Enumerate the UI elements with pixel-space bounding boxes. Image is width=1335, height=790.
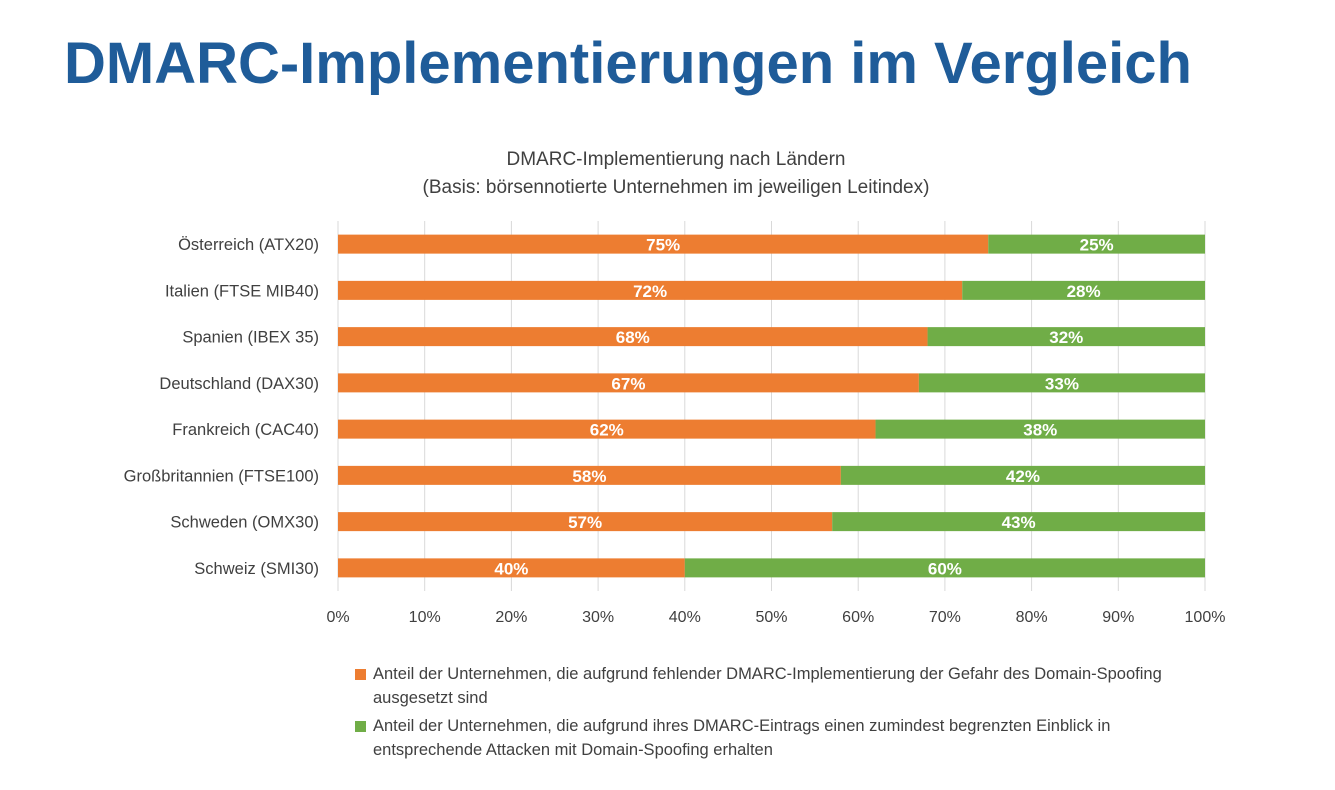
category-label: Spanien (IBEX 35) [182, 329, 319, 347]
category-label: Italien (FTSE MIB40) [165, 282, 319, 300]
data-label: 75% [646, 236, 680, 255]
data-label: 28% [1067, 282, 1101, 301]
x-tick-label: 50% [755, 609, 787, 626]
bar-segment-series-1 [338, 558, 685, 578]
category-labels: Österreich (ATX20) Italien (FTSE MIB40) Sp… [124, 236, 319, 578]
bar-segment-series-1 [338, 465, 841, 485]
bar-segment-series-2 [918, 373, 1205, 393]
bar-segment-series-1 [338, 327, 928, 347]
data-label: 60% [928, 559, 962, 578]
category-label: Großbritannien (FTSE100) [124, 467, 319, 485]
x-tick-label: 80% [1016, 609, 1048, 626]
category-label: Deutschland (DAX30) [159, 375, 319, 393]
bar-segment-series-2 [962, 280, 1205, 300]
data-label: 33% [1045, 374, 1079, 393]
bar-segment-series-2 [832, 512, 1205, 532]
data-label: 32% [1049, 328, 1083, 347]
x-tick-label: 60% [842, 609, 874, 626]
x-tick-label: 10% [409, 609, 441, 626]
data-label: 25% [1080, 236, 1114, 255]
data-label: 57% [568, 513, 602, 532]
legend-swatch-green [355, 721, 366, 732]
category-label: Schweden (OMX30) [170, 514, 319, 532]
data-label: 67% [611, 374, 645, 393]
bars [338, 234, 1205, 578]
grid-lines [337, 221, 1206, 591]
x-tick-label: 70% [929, 609, 961, 626]
legend-item-series-1: Anteil der Unternehmen, die aufgrund feh… [355, 662, 1215, 710]
bar-segment-series-1 [338, 234, 989, 254]
bar-segment-series-2 [988, 234, 1205, 254]
legend-swatch-orange [355, 669, 366, 680]
legend-item-series-2: Anteil der Unternehmen, die aufgrund ihr… [355, 714, 1215, 762]
data-label: 42% [1006, 467, 1040, 486]
legend-label-series-2: Anteil der Unternehmen, die aufgrund ihr… [373, 717, 1111, 759]
bar-segment-series-1 [338, 419, 876, 439]
data-label: 68% [616, 328, 650, 347]
data-label: 72% [633, 282, 667, 301]
category-label: Schweiz (SMI30) [194, 560, 319, 578]
x-tick-label: 20% [495, 609, 527, 626]
x-tick-label: 40% [669, 609, 701, 626]
page-title: DMARC-Implementierungen im Vergleich [64, 31, 1192, 96]
x-tick-label: 100% [1185, 609, 1226, 626]
bar-segment-series-1 [338, 280, 963, 300]
bar-segment-series-2 [840, 465, 1205, 485]
bar-segment-series-2 [927, 327, 1205, 347]
data-label: 58% [572, 467, 606, 486]
legend: Anteil der Unternehmen, die aufgrund feh… [355, 662, 1215, 766]
x-tick-label: 90% [1102, 609, 1134, 626]
data-label: 43% [1002, 513, 1036, 532]
data-labels: 75% 25% 72% 28% 68% 32% 67% 33% 62% 38% 58% 42% 57% 4… [494, 236, 1113, 579]
bar-segment-series-2 [875, 419, 1205, 439]
data-label: 38% [1023, 421, 1057, 440]
bar-segment-series-2 [684, 558, 1205, 578]
data-label: 62% [590, 421, 624, 440]
category-label: Frankreich (CAC40) [172, 421, 319, 439]
chart-subtitle: (Basis: börsennotierte Unternehmen im je… [423, 177, 930, 198]
bar-segment-series-1 [338, 512, 833, 532]
legend-label-series-1: Anteil der Unternehmen, die aufgrund feh… [373, 665, 1162, 707]
x-axis-ticks: 0% 10% 20% 30% 40% 50% 60% 70% 80% 90% 100% [326, 609, 1225, 626]
x-tick-label: 30% [582, 609, 614, 626]
category-label: Österreich (ATX20) [178, 236, 319, 254]
bar-segment-series-1 [338, 373, 919, 393]
x-tick-label: 0% [326, 609, 349, 626]
chart-title: DMARC-Implementierung nach Ländern [507, 149, 846, 170]
data-label: 40% [494, 559, 528, 578]
